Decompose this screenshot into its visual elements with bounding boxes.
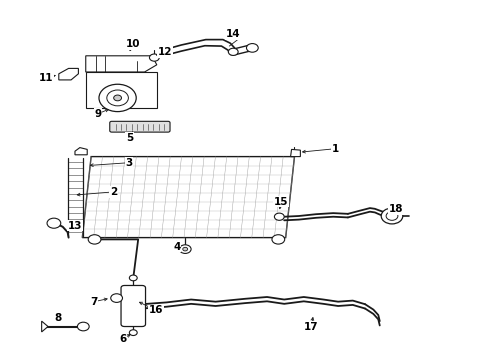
Circle shape bbox=[111, 294, 122, 302]
Circle shape bbox=[107, 90, 128, 106]
Text: 16: 16 bbox=[148, 305, 163, 315]
Circle shape bbox=[183, 247, 188, 251]
Polygon shape bbox=[59, 68, 78, 80]
Circle shape bbox=[77, 322, 89, 331]
Text: 8: 8 bbox=[54, 313, 61, 323]
Text: 2: 2 bbox=[110, 187, 117, 197]
Polygon shape bbox=[291, 149, 300, 157]
Circle shape bbox=[99, 84, 136, 112]
Polygon shape bbox=[82, 157, 294, 238]
Circle shape bbox=[114, 95, 122, 101]
Text: 18: 18 bbox=[389, 204, 403, 214]
Text: 4: 4 bbox=[173, 242, 181, 252]
Text: 14: 14 bbox=[226, 29, 241, 39]
FancyBboxPatch shape bbox=[121, 285, 146, 327]
Text: 17: 17 bbox=[304, 322, 318, 332]
Circle shape bbox=[246, 44, 258, 52]
Text: 15: 15 bbox=[273, 197, 288, 207]
Circle shape bbox=[272, 235, 285, 244]
Text: 3: 3 bbox=[125, 158, 132, 168]
Circle shape bbox=[274, 213, 284, 220]
Text: 9: 9 bbox=[95, 109, 101, 119]
Text: 11: 11 bbox=[38, 73, 53, 83]
Polygon shape bbox=[75, 148, 87, 155]
Text: 5: 5 bbox=[126, 133, 133, 143]
Circle shape bbox=[47, 218, 61, 228]
Circle shape bbox=[381, 208, 403, 224]
Circle shape bbox=[149, 54, 159, 61]
Text: 6: 6 bbox=[119, 334, 126, 344]
FancyBboxPatch shape bbox=[110, 121, 170, 132]
Polygon shape bbox=[42, 321, 48, 332]
Circle shape bbox=[386, 212, 398, 220]
Circle shape bbox=[129, 330, 137, 336]
Circle shape bbox=[88, 235, 101, 244]
Circle shape bbox=[179, 245, 191, 253]
Text: 7: 7 bbox=[90, 297, 98, 307]
FancyBboxPatch shape bbox=[86, 72, 157, 108]
Text: 1: 1 bbox=[332, 144, 339, 154]
Circle shape bbox=[228, 48, 238, 55]
Polygon shape bbox=[86, 56, 157, 72]
Circle shape bbox=[129, 275, 137, 281]
Text: 13: 13 bbox=[68, 221, 82, 231]
Text: 12: 12 bbox=[157, 47, 172, 57]
Text: 10: 10 bbox=[126, 39, 141, 49]
